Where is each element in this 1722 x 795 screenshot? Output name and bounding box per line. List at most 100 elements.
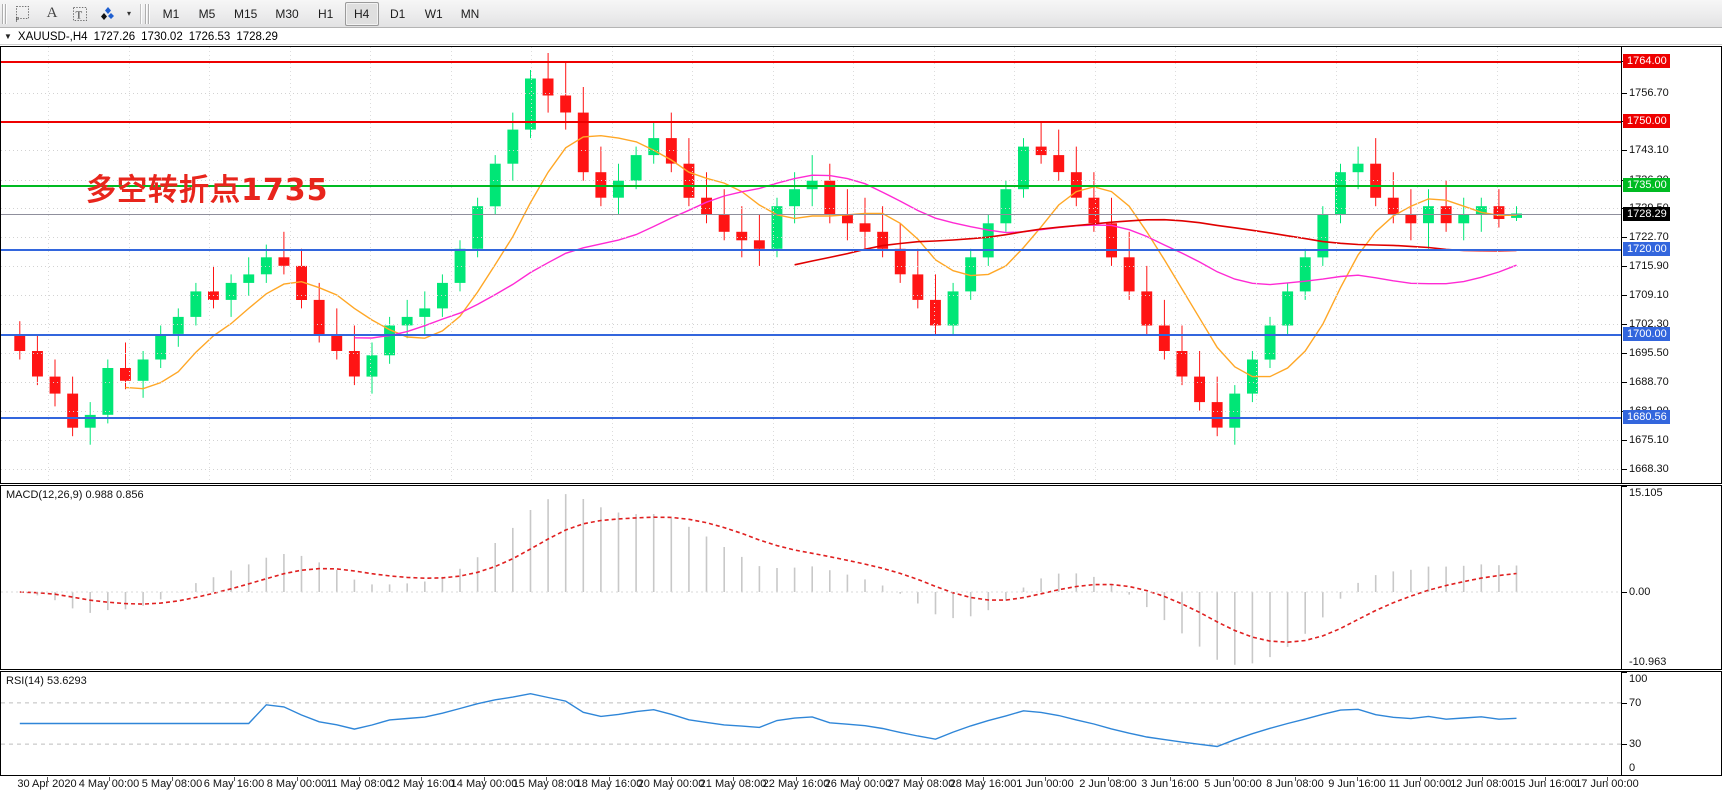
gridline-vertical <box>1095 47 1096 483</box>
ohlc-low: 1726.53 <box>188 30 231 43</box>
level-line-support-1680[interactable] <box>1 416 1621 419</box>
level-line-resistance-1764[interactable] <box>1 61 1621 64</box>
price-tag-support-1680[interactable]: 1680.56 <box>1623 409 1670 424</box>
price-tick <box>1622 324 1627 326</box>
price-plot-area[interactable]: 多空转折点1735 <box>1 47 1621 483</box>
rsi-tick-label: 30 <box>1629 738 1642 751</box>
price-tick-label: 1695.50 <box>1629 347 1669 360</box>
toolbar-drag-handle[interactable] <box>2 3 8 24</box>
rsi-tick-label: 70 <box>1629 696 1642 709</box>
gridline-vertical <box>853 47 854 483</box>
text-label-icon[interactable]: A <box>46 5 58 21</box>
shapes-dropdown-caret-icon[interactable]: ▾ <box>126 9 131 18</box>
time-tick-mark <box>421 777 422 781</box>
rsi-plot-area[interactable]: RSI(14) 53.6293 <box>1 672 1621 775</box>
timeframe-m30[interactable]: M30 <box>275 6 299 21</box>
level-line-pivot-1735[interactable] <box>1 184 1621 187</box>
timeframe-h1[interactable]: H1 <box>318 6 334 21</box>
macd-title: MACD(12,26,9) 0.988 0.856 <box>6 489 144 501</box>
time-tick-label: 2 Jun 08:00 <box>1079 778 1137 790</box>
timeframe-d1[interactable]: D1 <box>390 6 406 21</box>
ohlc-open: 1727.26 <box>93 30 136 43</box>
gridline-horizontal <box>1 324 1621 326</box>
gridline-horizontal <box>1 266 1621 268</box>
rsi-scale-axis[interactable]: 100 70 30 0 <box>1621 672 1721 776</box>
gridline-vertical <box>209 47 210 483</box>
price-tick-label: 1715.90 <box>1629 260 1669 273</box>
gridline-vertical <box>1497 47 1498 483</box>
gridline-vertical <box>48 47 49 483</box>
macd-plot-area[interactable]: MACD(12,26,9) 0.988 0.856 <box>1 486 1621 669</box>
time-axis[interactable]: 30 Apr 2020 4 May 00:00 5 May 08:00 6 May 1… <box>0 777 1722 795</box>
timeframe-w1[interactable]: W1 <box>424 6 443 21</box>
time-tick-mark <box>733 777 734 781</box>
time-tick-label: 12 Jun 08:00 <box>1450 778 1514 790</box>
gridline-horizontal <box>1 208 1621 210</box>
timeframe-h4[interactable]: H4 <box>344 1 379 26</box>
macd-tick-label: -10.963 <box>1629 656 1667 668</box>
time-tick-mark <box>484 777 485 781</box>
time-tick-mark <box>921 777 922 781</box>
macd-tick-label: 0.00 <box>1629 586 1651 599</box>
timeframe-m15[interactable]: M15 <box>234 6 258 21</box>
chart-symbol-label: XAUUSD-,H4 <box>17 30 88 43</box>
gridline-vertical <box>612 47 613 483</box>
price-tag-pivot-1735[interactable]: 1735.00 <box>1623 177 1670 192</box>
time-tick-label: 27 May 08:00 <box>887 778 955 790</box>
macd-scale-axis[interactable]: 15.105 0.00 -10.963 <box>1621 486 1721 670</box>
price-tag-support-1720[interactable]: 1720.00 <box>1623 241 1670 256</box>
gridline-horizontal <box>1 237 1621 239</box>
price-chart-panel[interactable]: 多空转折点1735 1764.00 1756.70 1750.00 1743.10 17… <box>0 46 1722 484</box>
shapes-icon[interactable] <box>95 2 121 26</box>
price-tag-resistance-1750[interactable]: 1750.00 <box>1623 114 1670 129</box>
price-tick-label: 1756.70 <box>1629 86 1669 99</box>
timeframe-m5[interactable]: M5 <box>198 6 216 21</box>
level-line-resistance-1750[interactable] <box>1 121 1621 124</box>
time-tick-label: 17 Jun 00:00 <box>1575 778 1639 790</box>
price-tick <box>1622 295 1627 297</box>
time-tick-label: 14 May 00:00 <box>450 778 518 790</box>
price-scale-axis[interactable]: 1764.001756.701750.001743.101736.201729.… <box>1621 47 1721 483</box>
price-tick <box>1622 92 1627 94</box>
gridline-horizontal <box>1 382 1621 384</box>
time-tick-label: 12 May 16:00 <box>387 778 455 790</box>
price-tag-resistance-1764[interactable]: 1764.00 <box>1623 54 1670 69</box>
chart-menu-caret-icon[interactable]: ▼ <box>4 32 12 41</box>
macd-series <box>1 494 1621 665</box>
time-tick-mark <box>1357 777 1358 781</box>
timeframe-drag-handle[interactable] <box>145 3 151 24</box>
price-tick-label: 1668.30 <box>1629 462 1669 475</box>
timeframe-m1[interactable]: M1 <box>162 6 180 21</box>
current-price-guide-line <box>1 213 1621 215</box>
gridline-horizontal <box>1 295 1621 297</box>
macd-indicator-panel[interactable]: MACD(12,26,9) 0.988 0.856 15.105 0.00 -10.… <box>0 485 1722 670</box>
price-tag-support-1700[interactable]: 1700.00 <box>1623 326 1670 341</box>
gridline-vertical <box>1417 47 1418 483</box>
time-tick-mark <box>297 777 298 781</box>
rsi-tick <box>1622 744 1627 746</box>
macd-tick <box>1622 486 1627 487</box>
price-tick-label: 1722.70 <box>1629 231 1669 244</box>
gridline-vertical <box>451 47 452 483</box>
gridline-vertical <box>531 47 532 483</box>
time-tick-label: 8 Jun 08:00 <box>1266 778 1324 790</box>
time-tick-label: 9 Jun 16:00 <box>1328 778 1386 790</box>
ohlc-close: 1728.29 <box>236 30 278 43</box>
text-box-icon[interactable]: T <box>67 2 93 26</box>
level-line-support-1700[interactable] <box>1 333 1621 336</box>
time-tick-mark <box>796 777 797 781</box>
rsi-indicator-panel[interactable]: RSI(14) 53.6293 100 70 30 0 <box>0 671 1722 776</box>
gridline-vertical <box>692 47 693 483</box>
price-tag-last-price-1728[interactable]: 1728.29 <box>1623 206 1670 221</box>
rsi-tick <box>1622 672 1627 673</box>
time-tick-mark <box>1545 777 1546 781</box>
crosshair-f-icon[interactable]: F <box>11 2 37 26</box>
timeframe-mn[interactable]: MN <box>460 6 480 21</box>
gridline-vertical <box>1014 47 1015 483</box>
level-line-support-1720[interactable] <box>1 248 1621 251</box>
time-tick-mark <box>546 777 547 781</box>
time-tick-label: 18 May 16:00 <box>575 778 643 790</box>
time-tick-mark <box>983 777 984 781</box>
time-tick-label: 5 May 08:00 <box>141 778 203 790</box>
time-tick-label: 6 May 16:00 <box>203 778 265 790</box>
